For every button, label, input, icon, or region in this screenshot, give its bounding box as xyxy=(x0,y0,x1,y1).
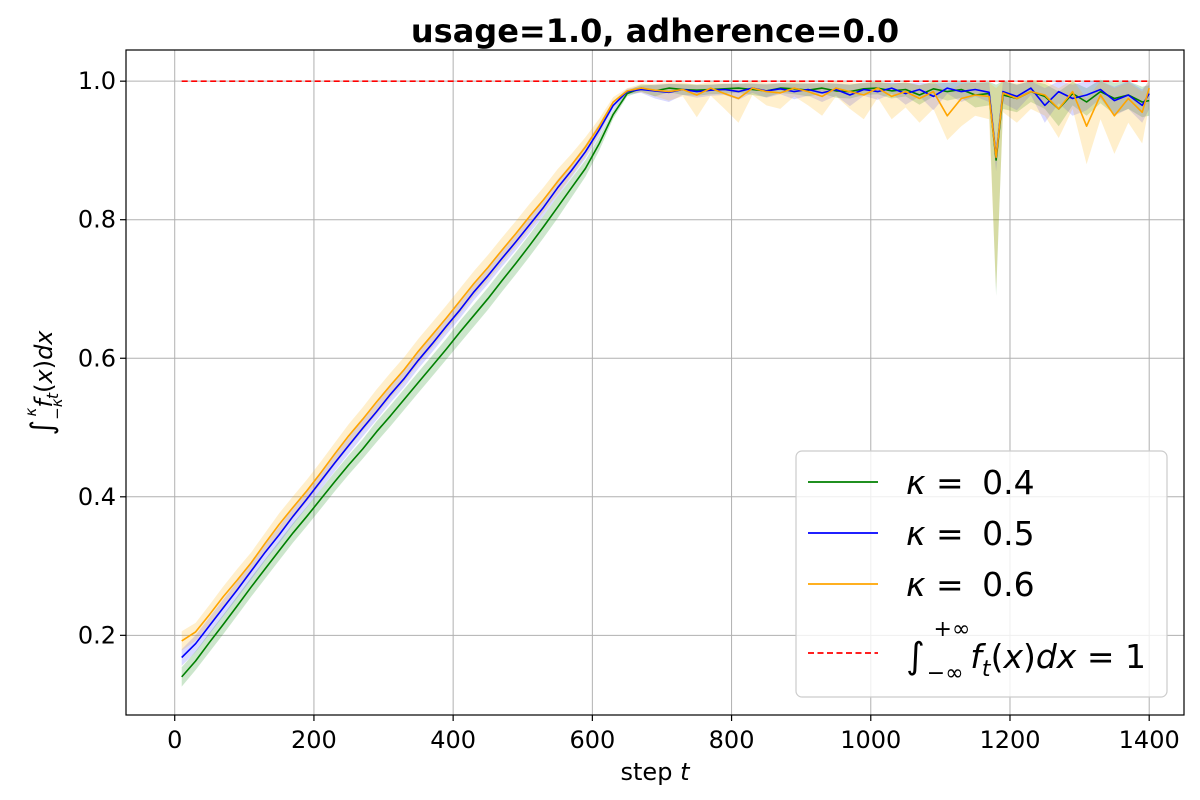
legend-label: κ = 0.4 xyxy=(906,463,1035,502)
x-axis-ticks: 0 200 400 600 800 1000 1200 1400 xyxy=(167,715,1180,754)
legend-entry-1: κ = 0.4 xyxy=(808,463,1035,502)
y-tick-label: 1.0 xyxy=(78,67,116,95)
x-tick-label: 200 xyxy=(291,726,337,754)
plot-frame xyxy=(125,49,1185,716)
y-tick-label: 0.2 xyxy=(78,621,116,649)
legend: κ = 0.4 κ = 0.5 κ = 0.6 ∫−∞+∞ft(x)dx = 1 xyxy=(795,450,1168,698)
x-tick-label: 1000 xyxy=(840,726,901,754)
x-tick-label: 1400 xyxy=(1119,726,1180,754)
legend-entry-3: κ = 0.6 xyxy=(808,565,1035,604)
legend-box xyxy=(795,450,1168,698)
y-tick-label: 0.6 xyxy=(78,344,116,372)
svg-text:∫−κκft(x)dx: ∫−κκft(x)dx xyxy=(22,330,66,436)
x-tick-label: 0 xyxy=(167,726,182,754)
y-axis-label: ∫−κκft(x)dx xyxy=(22,330,66,436)
x-axis-label: step t xyxy=(621,758,692,786)
legend-entries: κ = 0.4 κ = 0.5 κ = 0.6 xyxy=(808,463,1035,654)
series-line-3 xyxy=(181,87,1150,642)
x-tick-label: 800 xyxy=(709,726,755,754)
legend-label: κ = 0.5 xyxy=(906,514,1035,553)
legend-label: κ = 0.6 xyxy=(906,565,1035,604)
legend-entry-reference: ∫−∞+∞ft(x)dx = 1 xyxy=(906,617,1146,686)
x-tick-label: 400 xyxy=(430,726,476,754)
y-tick-label: 0.4 xyxy=(78,483,116,511)
svg-text:∫−∞+∞ft(x)dx = 1: ∫−∞+∞ft(x)dx = 1 xyxy=(906,617,1146,686)
x-tick-label: 600 xyxy=(569,726,615,754)
y-tick-label: 0.8 xyxy=(78,206,116,234)
y-axis-ticks: 0.2 0.4 0.6 0.8 1.0 xyxy=(78,67,126,649)
x-tick-label: 1200 xyxy=(979,726,1040,754)
chart-title: usage=1.0, adherence=0.0 xyxy=(411,12,899,50)
series-lines xyxy=(181,87,1150,678)
legend-entry-2: κ = 0.5 xyxy=(808,514,1035,553)
